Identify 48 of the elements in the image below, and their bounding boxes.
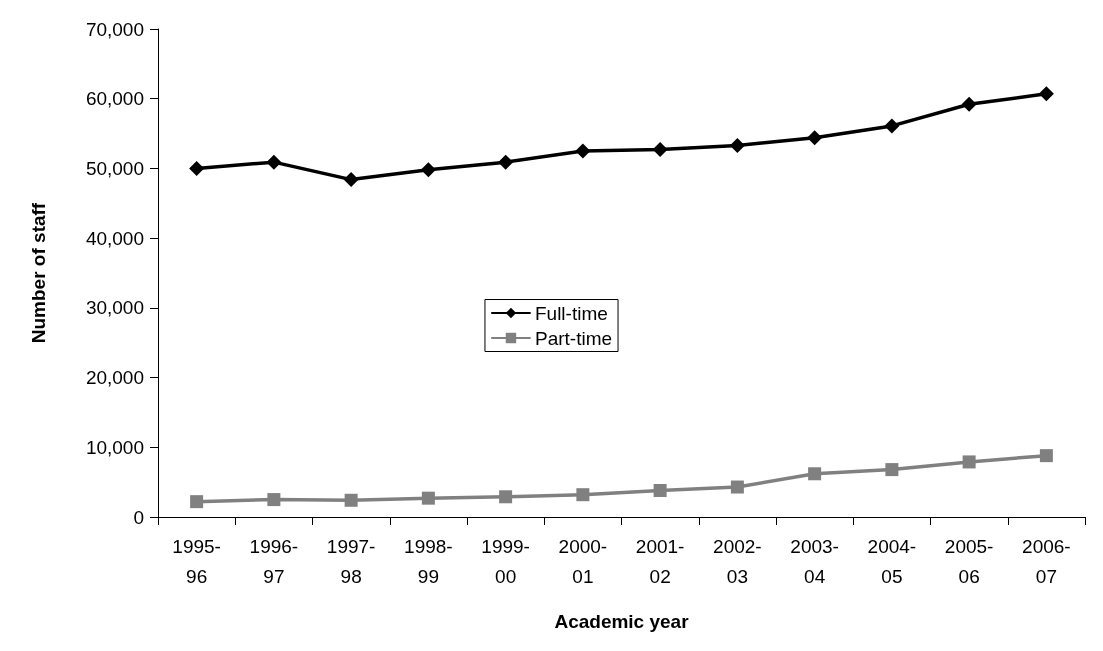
point [343,172,359,188]
point [1038,86,1054,102]
y-tick-label: 50,000 [85,157,144,179]
point [267,493,281,507]
x-tick-label: 2000- 01 [558,535,608,587]
point [498,154,514,170]
x-tick-label: 2005- 06 [944,535,994,587]
point [807,130,823,146]
x-tick-label: 1999- 00 [481,535,530,587]
legend-label: Part-time [534,327,613,349]
x-tick-label: 2002- 03 [713,535,762,587]
point [190,495,204,509]
point [420,162,436,178]
point [885,463,899,477]
x-tick-label: 1996- 97 [249,535,299,587]
y-axis-title: Number of staff [28,202,49,344]
point [808,467,822,481]
y-tick-label: 40,000 [85,227,144,249]
x-tick-label: 2001- 02 [635,535,685,587]
x-tick-label: 2006- 07 [1022,535,1071,587]
x-tick-label: 1995- 96 [172,535,221,587]
point [344,493,358,507]
x-tick-label: 2003- 04 [790,535,839,587]
point [499,490,513,504]
point [189,160,205,176]
point [421,491,435,505]
y-tick-label: 10,000 [85,436,144,458]
x-tick-label: 1997- 98 [326,535,376,587]
point [730,480,744,494]
y-tick-label: 30,000 [85,297,144,319]
legend-label: Full-time [534,302,608,324]
point [884,118,900,134]
point [266,154,282,170]
x-axis-title: Academic year [554,611,690,632]
point [653,484,667,498]
point [652,142,668,158]
point [729,137,745,153]
point [961,96,977,112]
y-tick-label: 20,000 [85,367,144,389]
point [576,488,590,502]
point [962,455,976,469]
x-tick-label: 1998- 99 [404,535,453,587]
point [1039,449,1053,463]
x-tick-label: 2004- 05 [867,535,917,587]
point [575,143,591,159]
y-tick-label: 0 [133,506,144,528]
y-tick-label: 70,000 [85,18,144,40]
y-tick-label: 60,000 [85,88,144,110]
